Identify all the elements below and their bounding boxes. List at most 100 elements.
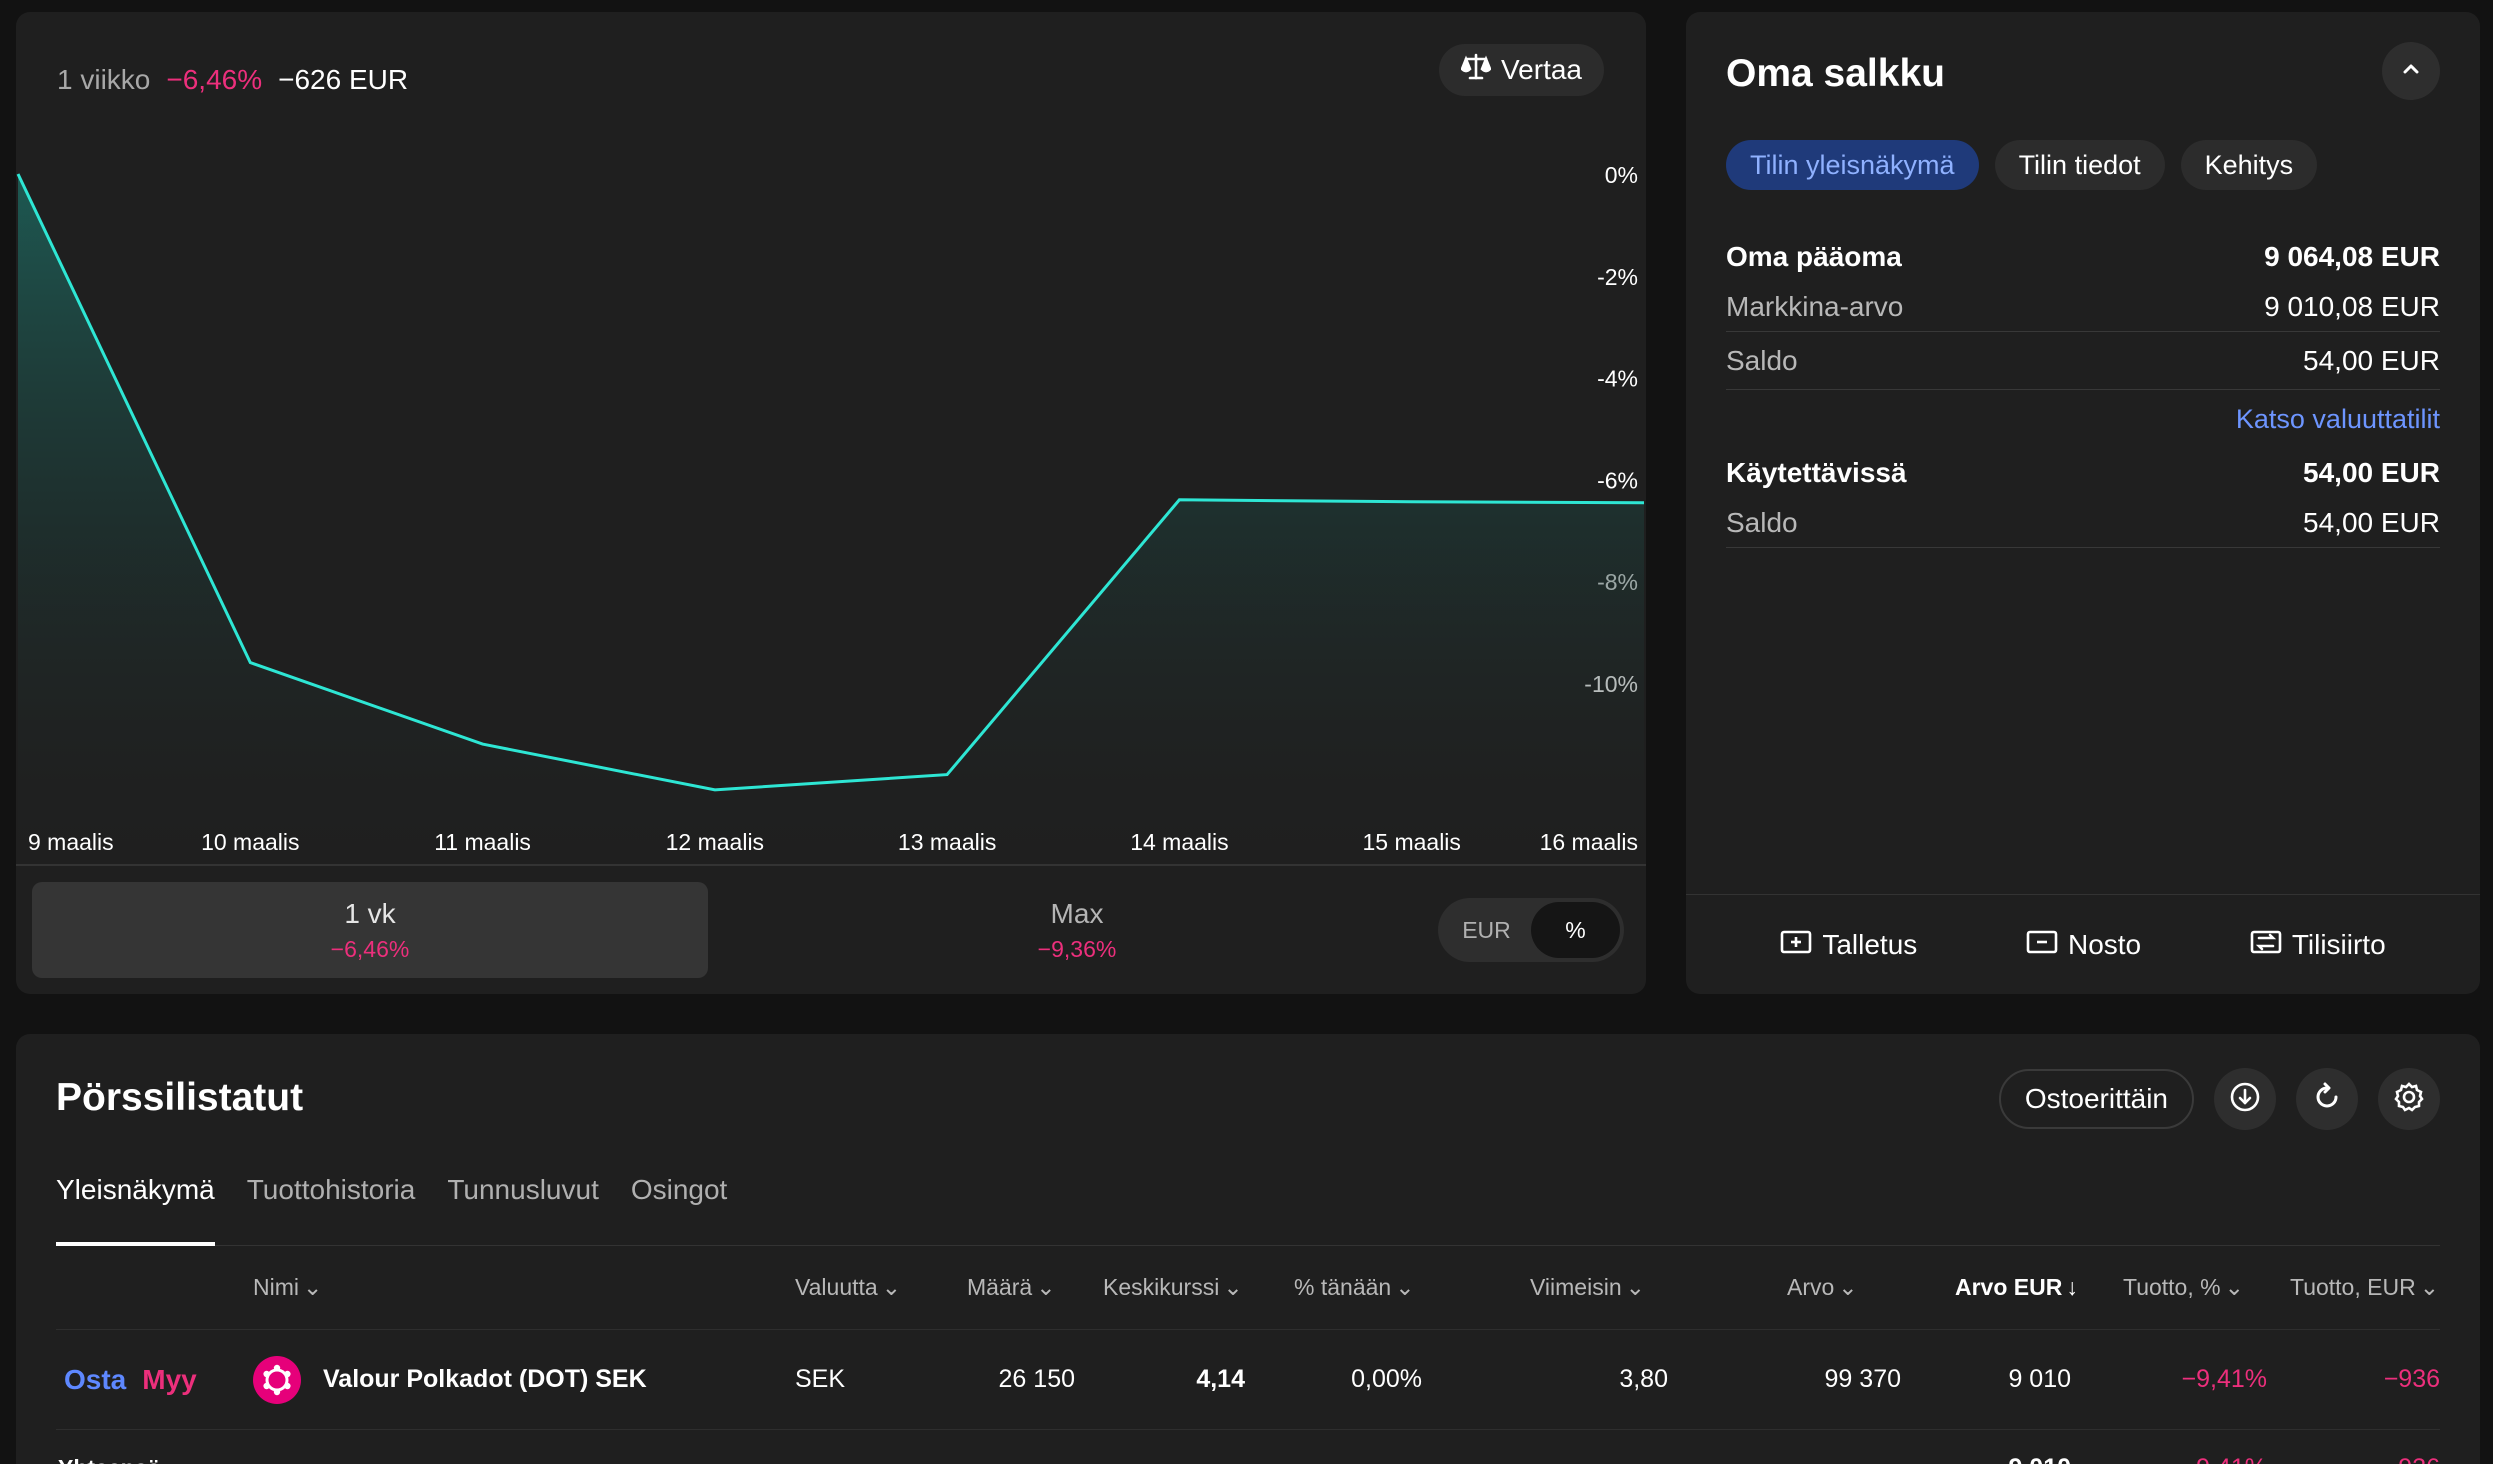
collapse-button[interactable] [2382,42,2440,100]
deposit-icon [1780,926,1812,963]
col-header-latest[interactable]: Viimeisin ⌄ [1530,1246,1645,1329]
x-tick-label: 12 maalis [666,829,764,855]
range-tab-max[interactable]: Max −9,36% [739,882,1415,978]
available-balance-label: Saldo [1726,506,1798,538]
deposit-button[interactable]: Talletus [1780,926,1917,963]
gear-icon [2393,1081,2425,1118]
market-value-label: Markkina-arvo [1726,290,1904,322]
chevron-down-icon: ⌄ [881,1274,901,1300]
withdraw-icon [2026,926,2058,963]
transfer-icon [2250,926,2282,963]
chart-area-fill [18,174,1644,865]
download-button[interactable] [2214,1068,2276,1130]
chevron-up-icon [2400,58,2422,85]
by-purchase-button[interactable]: Ostoerittäin [1998,1069,2194,1129]
col-header-label: % tänään [1294,1274,1392,1300]
return-pct-cell: −9,41% [2181,1365,2268,1393]
y-tick-label: -4% [1597,366,1638,392]
tab-key-figures[interactable]: Tunnusluvut [447,1174,599,1205]
chevron-down-icon: ⌄ [1838,1274,1858,1300]
col-header-return-eur[interactable]: Tuotto, EUR ⌄ [2290,1246,2439,1329]
col-header-avg-price[interactable]: Keskikurssi ⌄ [1103,1246,1243,1329]
range-value: −9,36% [1037,935,1117,962]
transfer-button[interactable]: Tilisiirto [2250,926,2386,963]
arrow-down-icon: ↓ [2066,1274,2078,1300]
latest-price-cell: 3,80 [1619,1365,1668,1393]
return-eur-cell: −936 [2383,1365,2440,1393]
table-header-row: Nimi ⌄ Valuutta ⌄ Määrä ⌄ Keskikurssi ⌄ % tä… [56,1246,2440,1330]
total-return-pct: −9,41% [2123,1430,2268,1464]
tab-overview[interactable]: Yleisnäkymä [56,1160,215,1246]
x-tick-label: 16 maalis [1540,829,1638,855]
transfer-label: Tilisiirto [2291,928,2386,960]
unit-option-percent[interactable]: % [1531,902,1620,958]
refresh-button[interactable] [2296,1068,2358,1130]
col-header-quantity[interactable]: Määrä ⌄ [967,1246,1055,1329]
chevron-down-icon: ⌄ [1395,1274,1415,1300]
range-label: Max [1050,897,1104,929]
available-row: Käytettävissä 54,00 EUR [1726,448,2440,498]
portfolio-card: Oma salkku Tilin yleisnäkymä Tilin tiedo… [1686,12,2480,994]
polkadot-logo-icon [253,1355,301,1404]
period-label: 1 viikko [57,64,151,95]
col-header-label: Arvo [1787,1274,1835,1300]
withdraw-label: Nosto [2067,928,2142,960]
compare-button[interactable]: Vertaa [1439,44,1604,96]
x-tick-label: 10 maalis [201,829,299,855]
scale-icon [1460,52,1492,89]
sell-link[interactable]: Myy [142,1363,197,1395]
instrument-name-cell[interactable]: Valour Polkadot (DOT) SEK [253,1330,647,1429]
col-header-label: Valuutta [795,1274,878,1300]
unit-toggle: EUR % [1438,898,1624,962]
col-header-name[interactable]: Nimi ⌄ [253,1246,322,1329]
available-label: Käytettävissä [1726,457,1907,488]
withdraw-button[interactable]: Nosto [2026,926,2141,963]
col-header-value-eur[interactable]: Arvo EUR ↓ [1955,1246,2078,1329]
holdings-card: Pörssilistatut Ostoerittäin Yleisnäkymä … [16,1034,2480,1464]
tab-development[interactable]: Kehitys [2180,140,2318,190]
chevron-down-icon: ⌄ [2224,1274,2244,1300]
col-header-return-pct[interactable]: Tuotto, % ⌄ [2123,1246,2244,1329]
col-header-currency[interactable]: Valuutta ⌄ [795,1246,901,1329]
currency-accounts-link[interactable]: Katso valuuttatilit [2235,404,2440,434]
x-tick-label: 14 maalis [1130,829,1228,855]
portfolio-summary: Oma pääoma 9 064,08 EUR Markkina-arvo 9 … [1726,232,2440,548]
tab-account-overview[interactable]: Tilin yleisnäkymä [1726,140,1979,190]
x-tick-label: 15 maalis [1362,829,1460,855]
holdings-table: Nimi ⌄ Valuutta ⌄ Määrä ⌄ Keskikurssi ⌄ % tä… [56,1246,2440,1464]
col-header-label: Keskikurssi [1103,1274,1220,1300]
equity-value: 9 064,08 EUR [2264,241,2440,272]
table-row[interactable]: Osta Myy Valour Polkadot (DOT) SEK SEK 2… [56,1330,2440,1430]
available-balance-value: 54,00 EUR [2303,506,2440,538]
col-header-label: Nimi [253,1274,299,1300]
col-header-today[interactable]: % tänään ⌄ [1294,1246,1414,1329]
value-eur-cell: 9 010 [2008,1365,2071,1393]
range-label: 1 vk [344,897,396,929]
buy-link[interactable]: Osta [64,1363,127,1395]
col-header-label: Arvo EUR [1955,1274,2063,1300]
col-header-value[interactable]: Arvo ⌄ [1787,1246,1858,1329]
chevron-down-icon: ⌄ [303,1274,323,1300]
holdings-toolbar: Ostoerittäin [1998,1068,2440,1130]
tab-return-history[interactable]: Tuottohistoria [246,1174,416,1205]
available-balance-row: Saldo 54,00 EUR [1726,498,2440,548]
market-value: 9 010,08 EUR [2264,290,2440,322]
settings-button[interactable] [2378,1068,2440,1130]
total-label: Yhteensä [58,1430,160,1464]
tab-dividends[interactable]: Osingot [630,1174,728,1205]
chevron-down-icon: ⌄ [1625,1274,1645,1300]
equity-row: Oma pääoma 9 064,08 EUR [1726,232,2440,282]
portfolio-tabs: Tilin yleisnäkymä Tilin tiedot Kehitys [1726,140,2318,190]
portfolio-actions: Talletus Nosto Tilisiirto [1686,894,2480,994]
currency-cell: SEK [795,1365,846,1393]
unit-option-eur[interactable]: EUR [1462,916,1511,943]
holdings-title: Pörssilistatut [56,1076,304,1119]
x-tick-label: 9 maalis [28,829,114,855]
balance-label: Saldo [1726,344,1798,376]
today-change-cell: 0,00% [1351,1365,1422,1393]
compare-label: Vertaa [1501,54,1582,85]
table-total-row: Yhteensä 9 010 −9,41% −936 [56,1430,2440,1464]
tab-account-details[interactable]: Tilin tiedot [1994,140,2165,190]
range-tab-1vk[interactable]: 1 vk −6,46% [32,882,708,978]
